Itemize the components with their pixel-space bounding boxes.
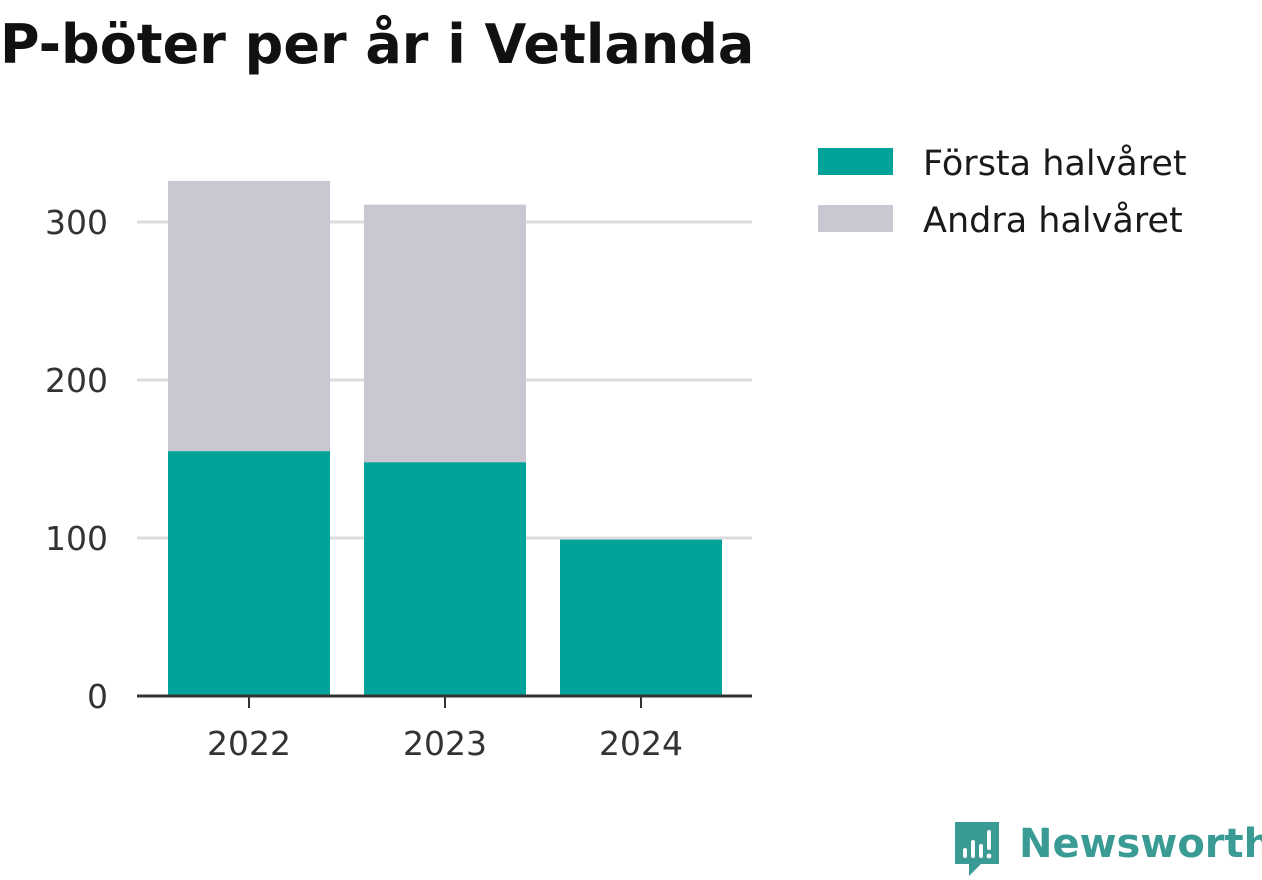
brand-name: Newsworthy [1019,821,1262,867]
bar-2024-series-1 [560,539,722,696]
y-tick-label-300: 300 [45,203,108,242]
x-tick-label-2022: 2022 [207,724,291,763]
newsworthy-logo-icon [955,822,999,876]
legend-swatch-2 [818,205,893,232]
y-tick-label-200: 200 [45,361,108,400]
bar-2022-series-1 [168,451,330,696]
bar-2022-series-2 [168,180,330,452]
bar-2023-series-1 [364,462,526,696]
legend-swatch-1 [818,148,893,175]
legend: Första halvåret Andra halvåret [818,143,1187,241]
bars [168,180,722,696]
y-tick-label-100: 100 [45,519,108,558]
legend-label-1: Första halvåret [923,143,1187,184]
x-tick-label-2023: 2023 [403,724,487,763]
x-tick-label-2024: 2024 [599,724,683,763]
bar-2023-series-2 [364,204,526,463]
chart-title: P-böter per år i Vetlanda [0,13,755,76]
axes: 0 100 200 300 2022 2023 2024 [45,203,752,763]
legend-label-2: Andra halvåret [923,200,1183,241]
newsworthy-brand: Newsworthy [951,818,1262,878]
y-tick-label-0: 0 [87,677,108,716]
